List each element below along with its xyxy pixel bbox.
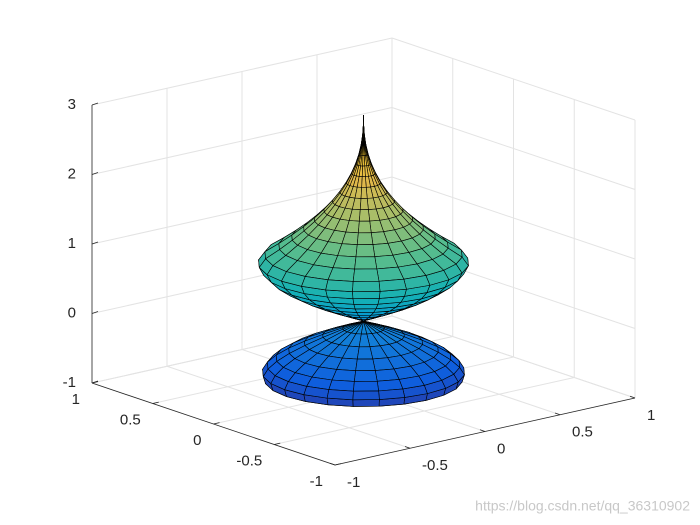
surface-patch xyxy=(352,390,380,401)
tick-mark xyxy=(91,381,99,384)
tick-mark xyxy=(329,462,336,466)
grid-line xyxy=(391,107,636,190)
surface-patch xyxy=(361,176,367,188)
surface-patch xyxy=(378,278,407,292)
grid-line xyxy=(391,176,636,260)
z-tick-label: 1 xyxy=(68,235,76,252)
surface-patch xyxy=(356,312,374,316)
y-tick-label: 0.5 xyxy=(120,411,141,428)
x-tick-label: 0.5 xyxy=(572,424,593,441)
y-tick-label: -0.5 xyxy=(236,452,262,469)
tick-mark xyxy=(152,401,159,404)
grid-line xyxy=(391,315,636,399)
tick-mark xyxy=(91,102,99,106)
surface-patch xyxy=(359,198,369,210)
surface-patch xyxy=(356,232,374,246)
surface-patch xyxy=(354,370,378,382)
surface-patch xyxy=(353,303,379,310)
grid-line xyxy=(274,377,575,445)
surface-patch xyxy=(362,134,365,146)
surface-patch xyxy=(327,267,355,282)
surface-patch xyxy=(358,220,372,234)
z-tick-label: 3 xyxy=(68,96,76,113)
surface-patch xyxy=(352,298,380,305)
grid-line xyxy=(391,37,636,121)
surface-patch xyxy=(357,346,374,360)
surface-patch xyxy=(354,308,377,313)
tick-mark xyxy=(91,241,99,245)
tick-mark xyxy=(404,446,411,449)
surface-patch xyxy=(352,280,381,292)
surface-patch xyxy=(355,244,376,258)
x-tick-label: -0.5 xyxy=(422,457,448,474)
surface-patch xyxy=(362,144,365,156)
watermark: https://blog.csdn.net/qq_36310902 xyxy=(475,498,690,514)
x-tick-label: 1 xyxy=(647,407,655,424)
surface-patch xyxy=(352,399,380,407)
tick-mark xyxy=(334,463,342,466)
surface-patch xyxy=(328,379,355,392)
z-tick-label: -1 xyxy=(63,374,76,391)
tick-mark xyxy=(91,311,99,314)
surface-patch xyxy=(354,256,378,270)
z-tick-label: 2 xyxy=(68,165,76,182)
tick-mark xyxy=(629,395,636,399)
surface-patch xyxy=(331,369,356,382)
surface-patch xyxy=(359,209,371,222)
surface-patch xyxy=(360,187,368,199)
x-tick-label: 0 xyxy=(497,440,505,457)
tick-mark xyxy=(213,422,220,425)
surface-patch xyxy=(355,358,376,371)
tick-mark xyxy=(91,172,99,175)
surface-patch xyxy=(378,388,406,400)
y-tick-label: 1 xyxy=(72,391,80,408)
x-tick-label: -1 xyxy=(347,474,360,491)
surface-patch xyxy=(325,279,354,292)
surface-patch xyxy=(352,268,380,282)
tick-mark xyxy=(479,429,486,432)
z-tick-label: 0 xyxy=(68,304,76,321)
surface-patch xyxy=(352,291,381,299)
tick-mark xyxy=(274,442,281,445)
surface-patch xyxy=(353,380,379,392)
surface-patch xyxy=(362,155,366,167)
y-tick-label: 0 xyxy=(193,432,201,449)
y-tick-label: -1 xyxy=(310,473,323,490)
grid-line xyxy=(91,37,393,106)
grid-line xyxy=(91,107,393,175)
tick-mark xyxy=(554,412,561,416)
surface-patch xyxy=(326,389,354,401)
surface-patch xyxy=(361,165,366,177)
